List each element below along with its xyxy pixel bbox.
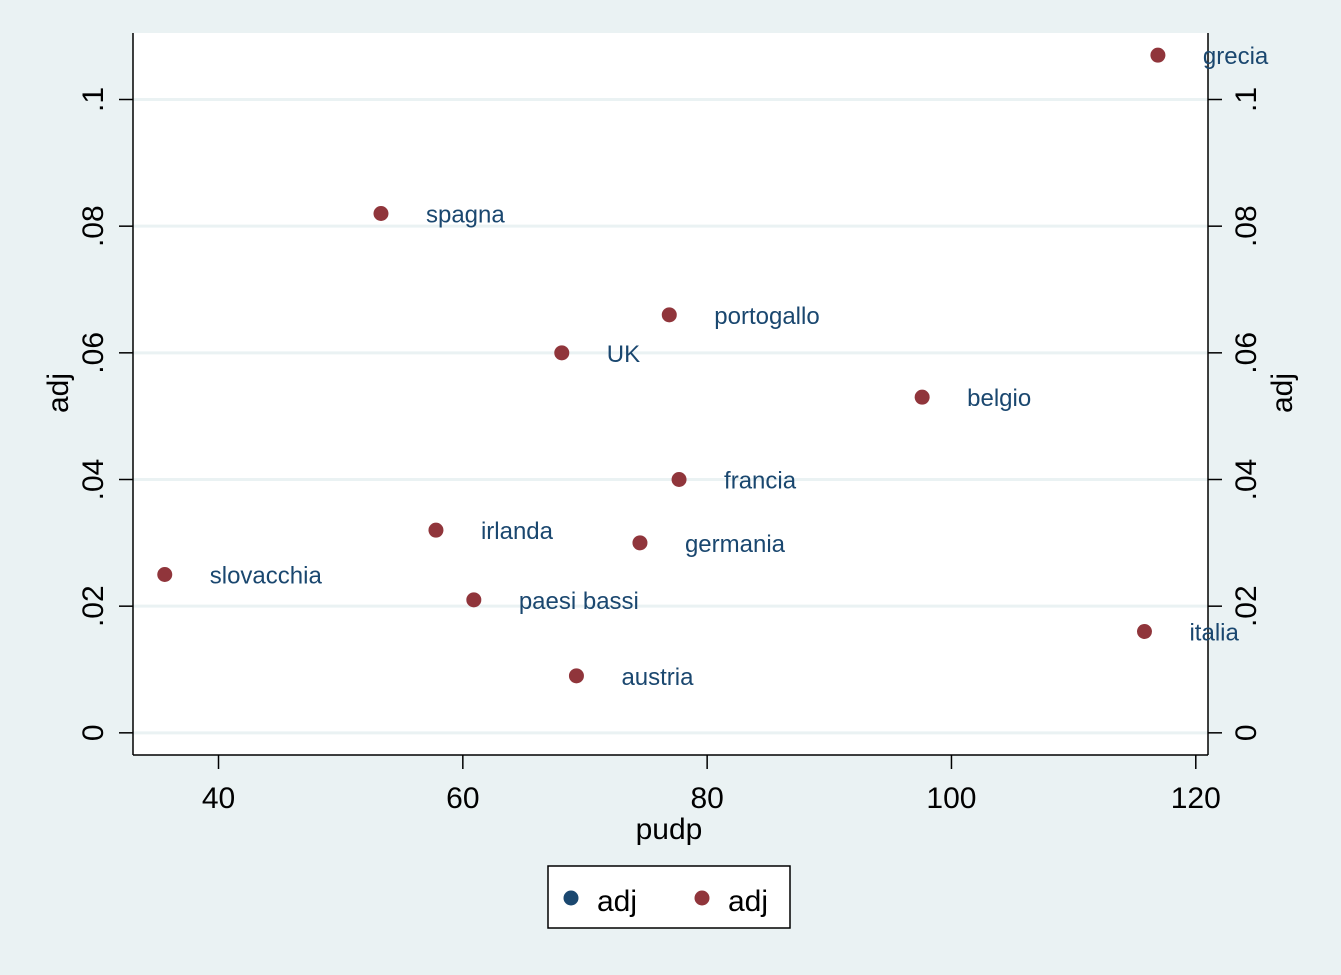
- x-tick-label-1: 60: [446, 782, 479, 815]
- x-tick-label-0: 40: [202, 782, 235, 815]
- y-tick-label-right-1: .02: [1230, 585, 1263, 627]
- point-label-slovacchia: slovacchia: [210, 563, 323, 590]
- legend-label-1: adj: [597, 885, 637, 918]
- legend-marker-1: [563, 890, 579, 906]
- data-point-grecia: [1150, 47, 1166, 63]
- y-tick-label-right-4: .08: [1230, 205, 1263, 247]
- x-tick-label-3: 100: [926, 782, 976, 815]
- data-point-italia: [1136, 624, 1152, 639]
- point-label-belgio: belgio: [967, 385, 1031, 412]
- point-label-UK: UK: [607, 341, 640, 368]
- y-tick-label-right-3: .06: [1230, 332, 1263, 374]
- data-point-paesi-bassi: [466, 592, 482, 608]
- data-point-francia: [671, 472, 687, 487]
- y-axis-title-right: adj: [1266, 373, 1299, 413]
- plot-area: [133, 33, 1208, 755]
- point-label-germania: germania: [685, 531, 786, 558]
- data-points: [157, 47, 1166, 684]
- legend-box: [547, 865, 791, 929]
- point-label-paesi-bassi: paesi bassi: [519, 588, 639, 615]
- tick-labels: 0 0 .02 .02 .04 .04 .06 .06 .08 .08 .1 .1 40 60 80 100 1…: [77, 87, 1263, 815]
- x-tick-label-2: 80: [690, 782, 723, 815]
- y-tick-label-left-4: .08: [77, 205, 110, 247]
- y-tick-label-right-0: 0: [1230, 724, 1263, 741]
- point-labels: grecia spagna portogallo UK belgio francia irl…: [210, 43, 1269, 691]
- y-tick-label-right-2: .04: [1230, 459, 1263, 501]
- data-point-austria: [568, 668, 584, 684]
- data-point-UK: [554, 345, 570, 361]
- y-tick-label-left-3: .06: [77, 332, 110, 374]
- axes: [119, 33, 1222, 769]
- y-tick-label-left-0: 0: [77, 724, 110, 741]
- point-label-italia: italia: [1189, 620, 1239, 647]
- y-tick-label-left-1: .02: [77, 585, 110, 627]
- data-point-slovacchia: [157, 567, 173, 582]
- point-label-grecia: grecia: [1203, 43, 1269, 70]
- y-tick-label-left-2: .04: [77, 459, 110, 501]
- data-point-irlanda: [428, 522, 444, 538]
- point-label-irlanda: irlanda: [481, 518, 554, 545]
- y-tick-label-right-5: .1: [1230, 87, 1263, 112]
- legend-label-2: adj: [728, 885, 768, 918]
- point-label-spagna: spagna: [426, 202, 505, 229]
- legend-marker-2: [694, 890, 710, 906]
- data-point-germania: [632, 535, 648, 551]
- x-tick-label-4: 120: [1171, 782, 1221, 815]
- y-tick-label-left-5: .1: [77, 87, 110, 112]
- y-axis-title-left: adj: [42, 373, 75, 413]
- data-point-portogallo: [661, 307, 677, 323]
- grid-lines: [133, 98, 1208, 735]
- point-label-portogallo: portogallo: [714, 303, 819, 330]
- data-point-belgio: [914, 389, 930, 405]
- data-point-spagna: [373, 206, 389, 221]
- x-axis-title: pudp: [636, 813, 703, 846]
- legend: adj adj: [547, 865, 791, 929]
- point-label-francia: francia: [724, 468, 797, 495]
- point-label-austria: austria: [621, 664, 694, 691]
